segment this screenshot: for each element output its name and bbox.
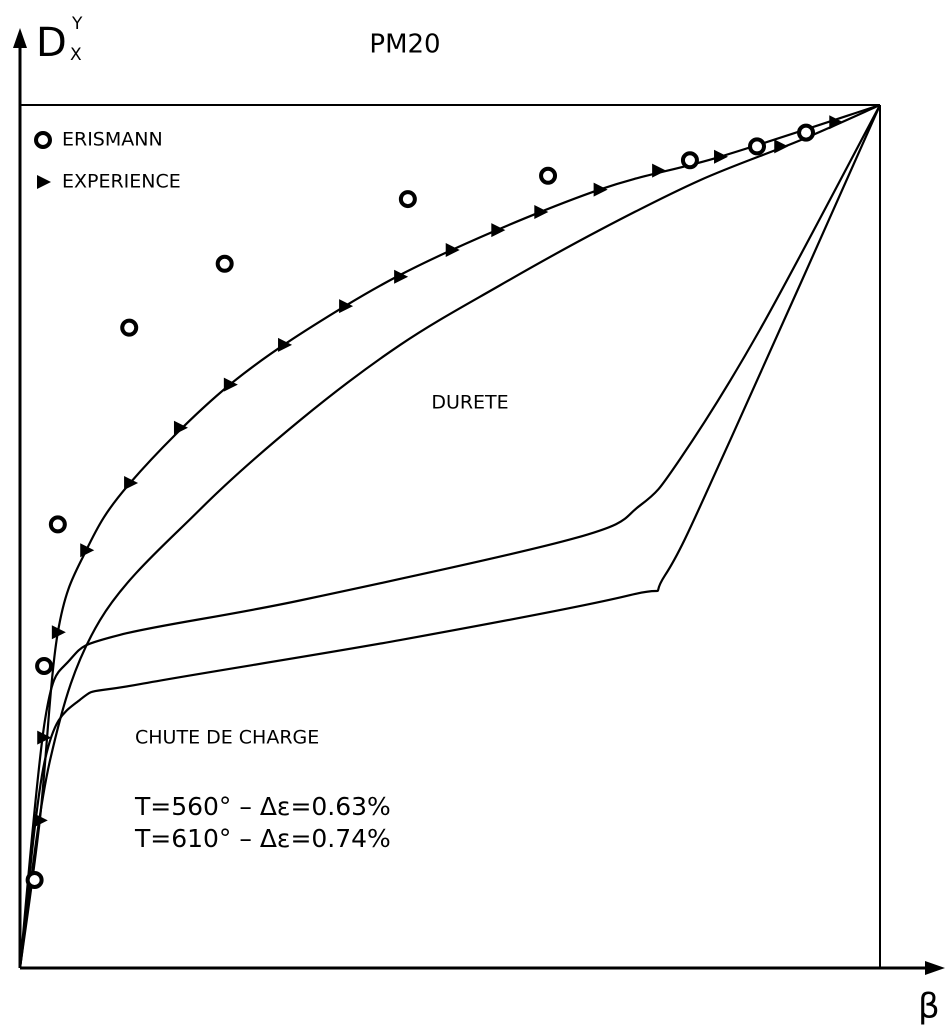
point	[680, 151, 699, 170]
point	[25, 870, 44, 889]
point	[398, 190, 417, 209]
curve	[18, 103, 881, 969]
legend-label: EXPERIENCE	[62, 171, 181, 193]
point-ring	[35, 656, 54, 675]
y-label-sup: Y	[71, 14, 83, 34]
point	[797, 123, 816, 142]
point	[445, 242, 460, 257]
point	[714, 149, 729, 164]
legend-label: ERISMANN	[62, 129, 163, 151]
point	[51, 625, 66, 640]
point	[48, 515, 67, 534]
y-label-sub: X	[70, 45, 82, 65]
annotation: T=560° – Δε=0.63%	[134, 792, 391, 821]
curve	[18, 104, 881, 969]
point-ring	[398, 190, 417, 209]
point	[80, 543, 95, 558]
point-ring	[539, 166, 558, 185]
x-label: β	[918, 987, 940, 1027]
point-ring	[120, 318, 139, 337]
point	[339, 299, 354, 314]
chart-title: PM20	[369, 30, 440, 60]
point	[173, 420, 188, 435]
point-ring	[34, 131, 52, 149]
point	[394, 269, 409, 284]
legend-marker	[34, 131, 52, 149]
curve	[18, 104, 882, 969]
point	[120, 318, 139, 337]
point	[35, 656, 54, 675]
y-arrow	[13, 28, 27, 48]
point	[748, 137, 767, 156]
point	[278, 337, 293, 352]
point	[37, 730, 52, 745]
curve	[18, 103, 881, 969]
annotation: T=610° – Δε=0.74%	[134, 824, 391, 853]
point-ring	[215, 254, 234, 273]
point	[33, 813, 48, 828]
y-label: D	[36, 20, 67, 66]
point	[223, 377, 238, 392]
annotation: CHUTE DE CHARGE	[135, 727, 319, 749]
point-ring	[748, 137, 767, 156]
legend-marker	[37, 175, 51, 189]
point	[215, 254, 234, 273]
point	[652, 163, 667, 178]
point-ring	[797, 123, 816, 142]
point	[534, 205, 549, 220]
point-ring	[48, 515, 67, 534]
x-arrow	[925, 961, 945, 975]
point	[829, 115, 844, 130]
point	[593, 182, 608, 197]
point-ring	[25, 870, 44, 889]
point	[491, 223, 506, 238]
annotation: DURETE	[431, 392, 508, 414]
point	[774, 139, 789, 154]
point	[539, 166, 558, 185]
point-ring	[680, 151, 699, 170]
point	[124, 475, 139, 490]
